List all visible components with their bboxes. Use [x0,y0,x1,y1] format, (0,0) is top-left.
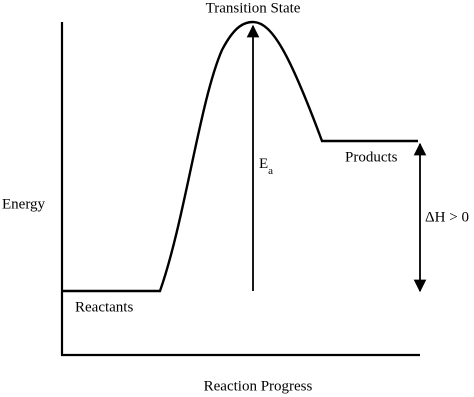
enthalpy-label: ΔH > 0 [425,209,469,225]
energy-curve [62,20,418,293]
activation-energy-label: Ea [259,156,273,176]
ea-subscript: a [268,165,273,177]
x-axis-label: Reaction Progress [204,378,313,394]
reactants-label: Reactants [75,299,133,315]
y-axis-label: Energy [2,196,46,212]
products-label: Products [345,149,398,165]
transition-state-label: Transition State [206,0,301,16]
ea-symbol: E [259,156,268,172]
